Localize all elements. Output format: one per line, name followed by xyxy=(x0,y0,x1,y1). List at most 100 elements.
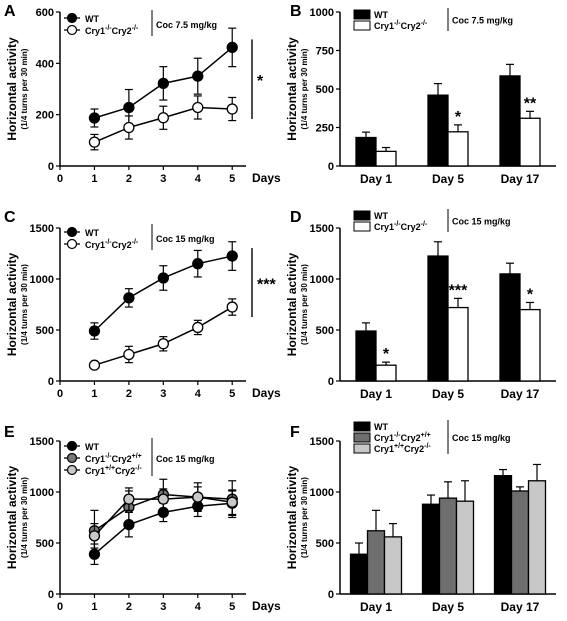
series-2 xyxy=(88,95,238,151)
data-point xyxy=(226,301,238,313)
series-1 xyxy=(88,241,238,340)
x-tick-label: 3 xyxy=(160,173,166,185)
legend-text-part: Cry1 xyxy=(374,21,394,31)
x-category-label: Day 5 xyxy=(432,600,464,614)
legend-superscript: -/- xyxy=(394,432,401,439)
y-tick-label: 0 xyxy=(328,161,334,173)
data-point xyxy=(123,121,135,134)
x-category-label: Day 17 xyxy=(501,387,540,401)
x-tick-label: 5 xyxy=(229,601,235,613)
legend-swatch xyxy=(353,20,371,31)
data-point xyxy=(192,70,204,82)
legend-label: Cry1+/+Cry2-/- xyxy=(85,465,142,476)
data-point xyxy=(123,101,135,114)
legend-text-part: Cry2 xyxy=(401,21,421,31)
panel-d: D Horizontal activity (1/4 turns per 30 mi… xyxy=(285,209,556,401)
legend-text-part: Cry1 xyxy=(374,444,394,454)
bar xyxy=(366,530,386,595)
significance-marker: * xyxy=(527,286,534,303)
x-tick-label: 1 xyxy=(91,601,97,613)
y-tick-label: 0 xyxy=(48,376,54,388)
data-point xyxy=(88,359,101,371)
data-point xyxy=(157,338,169,350)
y-tick-label: 1000 xyxy=(310,487,334,499)
legend-superscript: -/- xyxy=(421,221,428,228)
legend-marker xyxy=(66,238,78,250)
x-category-label: Day 5 xyxy=(432,172,464,186)
legend-label: Cry1-/-Cry2-/- xyxy=(374,221,428,232)
legend-superscript: +/+ xyxy=(421,432,431,439)
data-point xyxy=(226,103,238,115)
legend-note: Coc 15 mg/kg xyxy=(452,217,511,227)
y-tick-label: 500 xyxy=(316,84,334,96)
legend-label: WT xyxy=(85,14,99,24)
series-1 xyxy=(88,27,238,128)
y-axis-sublabel: (1/4 turns per 30 min) xyxy=(300,477,309,558)
panel-label: B xyxy=(290,3,302,20)
legend-superscript: -/- xyxy=(132,25,139,32)
y-tick-label: 0 xyxy=(48,589,54,601)
panel-f: F Horizontal activity (1/4 turns per 30 mi… xyxy=(285,420,556,614)
y-axis-label: Horizontal activity xyxy=(285,466,299,570)
panel-label: F xyxy=(290,424,300,441)
bar xyxy=(383,536,403,595)
y-axis-sublabel: (1/4 turns per 30 min) xyxy=(20,48,29,129)
data-point xyxy=(226,41,238,54)
y-axis-label: Horizontal activity xyxy=(5,37,19,141)
bar xyxy=(499,273,521,382)
legend-label: WT xyxy=(374,10,388,20)
legend-label: WT xyxy=(85,228,99,238)
significance-marker: * xyxy=(455,109,462,126)
y-tick-label: 500 xyxy=(316,538,334,550)
legend-label: WT xyxy=(374,422,388,432)
x-category-label: Day 1 xyxy=(360,600,392,614)
legend-superscript: -/- xyxy=(135,465,142,472)
x-tick-label: 4 xyxy=(195,173,202,185)
bar xyxy=(427,94,449,167)
x-category-label: Day 1 xyxy=(360,387,392,401)
significance-marker: *** xyxy=(257,277,276,294)
y-axis-label: Horizontal activity xyxy=(5,253,19,357)
legend-superscript: -/- xyxy=(132,239,139,246)
y-tick-label: 1500 xyxy=(30,436,54,448)
y-axis-label: Horizontal activity xyxy=(285,37,299,141)
series-3 xyxy=(88,486,238,549)
legend-label: Cry1+/+Cry2-/- xyxy=(374,443,431,454)
legend-superscript: -/- xyxy=(424,443,431,450)
y-tick-label: 1500 xyxy=(30,223,54,235)
bar xyxy=(510,490,530,595)
x-tick-label: 5 xyxy=(229,173,235,185)
y-axis-label: Horizontal activity xyxy=(5,466,19,570)
legend-text-part: Cry2 xyxy=(112,240,132,250)
bar xyxy=(427,255,449,382)
legend-marker xyxy=(66,452,78,464)
y-axis-sublabel: (1/4 turns per 30 min) xyxy=(20,264,29,345)
legend-marker xyxy=(66,464,78,476)
legend-note: Coc 7.5 mg/kg xyxy=(156,20,217,30)
bar xyxy=(519,308,541,382)
y-axis-sublabel: (1/4 turns per 30 min) xyxy=(300,48,309,129)
legend-text-part: Cry1 xyxy=(85,26,105,36)
legend-superscript: +/+ xyxy=(105,465,115,472)
bar xyxy=(355,136,377,167)
bar xyxy=(527,480,547,595)
data-point xyxy=(192,258,204,270)
legend-swatch xyxy=(353,221,371,232)
legend-superscript: -/- xyxy=(105,25,112,32)
legend-note: Coc 7.5 mg/kg xyxy=(452,16,513,26)
panel-b: B Horizontal activity (1/4 turns per 30 mi… xyxy=(285,3,556,186)
legend-label: WT xyxy=(85,442,99,452)
x-tick-label: 1 xyxy=(91,173,97,185)
data-point xyxy=(157,112,169,124)
legend-superscript: -/- xyxy=(394,20,401,27)
panel-label: A xyxy=(4,3,16,20)
y-tick-label: 1500 xyxy=(310,436,334,448)
legend-swatch xyxy=(353,421,371,432)
panel-a: A Horizontal activity (1/4 turns per 30 mi… xyxy=(4,3,281,185)
y-tick-label: 1500 xyxy=(310,223,334,235)
legend-note: Coc 15 mg/kg xyxy=(452,433,511,443)
x-tick-label: 1 xyxy=(91,388,97,400)
data-point xyxy=(226,250,238,262)
legend-marker xyxy=(66,226,78,238)
